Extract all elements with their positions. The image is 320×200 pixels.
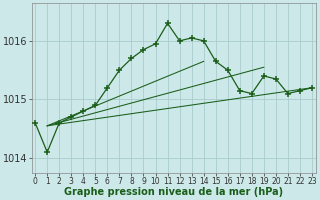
X-axis label: Graphe pression niveau de la mer (hPa): Graphe pression niveau de la mer (hPa) [64, 187, 283, 197]
